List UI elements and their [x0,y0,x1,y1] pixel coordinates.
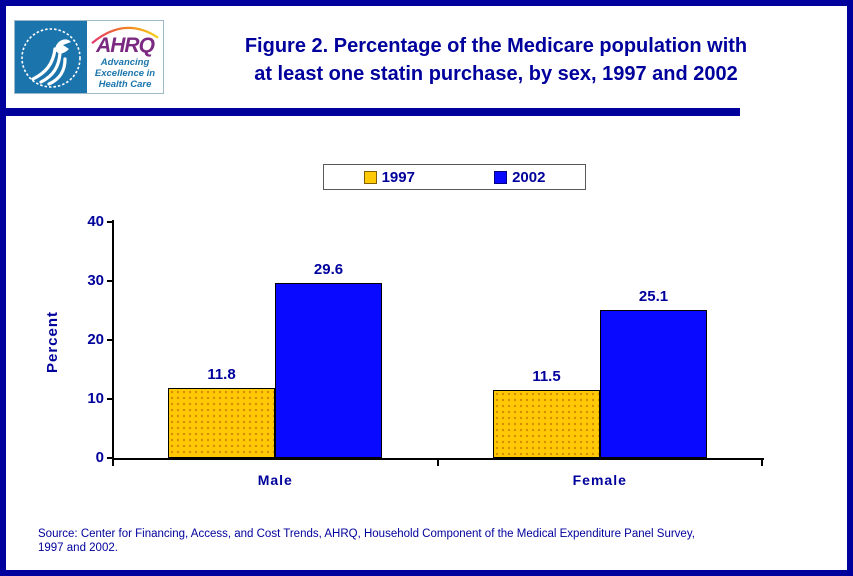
bar-chart: Percent 0 10 20 30 40 11.8 29.6 Male 11.5 25.1 Fem… [6,6,847,570]
legend-item-1997: 1997 [363,168,415,186]
legend-swatch-1997 [363,170,377,184]
bar-value-label: 11.5 [532,368,561,385]
figure-title: Figure 2. Percentage of the Medicare pop… [176,32,816,88]
bar-2002-female [600,310,707,458]
tagline-line: Health Care [98,79,152,90]
chart-legend: 1997 2002 [323,164,586,190]
bar-value-label: 11.8 [207,366,236,383]
legend-swatch-2002 [494,170,508,184]
rainbow-arc-icon [91,26,159,45]
y-tick-label: 40 [87,213,104,230]
tagline-line: Excellence in [94,68,156,79]
bar-1997-male [168,388,275,458]
y-tick-label: 30 [87,272,104,289]
y-axis-tick [107,280,113,282]
y-axis-title: Percent [44,310,61,374]
y-tick-label: 20 [87,331,104,348]
y-tick-label: 10 [87,390,104,407]
bar-2002-male [275,283,382,458]
source-note: Source: Center for Financing, Access, an… [38,527,827,555]
y-tick-label: 0 [95,449,104,466]
hhs-logo-box [15,21,87,93]
y-axis-tick [107,339,113,341]
category-label: Male [257,472,293,488]
x-axis-tick [112,460,114,466]
y-axis-line [112,220,114,460]
figure-title-line1: Figure 2. Percentage of the Medicare pop… [244,35,748,57]
ahrq-logo-box: AHRQ Advancing Excellence in Health Care [87,21,163,93]
figure-title-line2: at least one statin purchase, by sex, 19… [254,63,738,85]
category-label: Female [572,472,627,488]
source-line2: 1997 and 2002. [38,542,118,554]
y-axis-tick [107,398,113,400]
bar-value-label: 29.6 [313,261,344,278]
source-line1: Source: Center for Financing, Access, an… [38,528,695,540]
title-divider-bar [6,108,740,116]
hhs-eagle-icon [21,28,81,88]
x-axis-tick [761,460,763,466]
legend-label-2002: 2002 [512,168,546,186]
bar-1997-female [493,390,600,458]
ahrq-logo: AHRQ Advancing Excellence in Health Care [14,20,164,94]
y-axis-tick [107,457,113,459]
y-axis-tick [107,221,113,223]
x-axis-line [112,458,764,460]
ahrq-tagline: Advancing Excellence in Health Care [87,57,163,90]
ahrq-wordmark: AHRQ [96,34,155,57]
x-axis-tick [436,460,439,466]
tagline-line: Advancing [100,57,150,68]
legend-item-2002: 2002 [494,169,545,186]
bar-value-label: 25.1 [638,288,669,305]
legend-label-1997: 1997 [381,168,415,186]
